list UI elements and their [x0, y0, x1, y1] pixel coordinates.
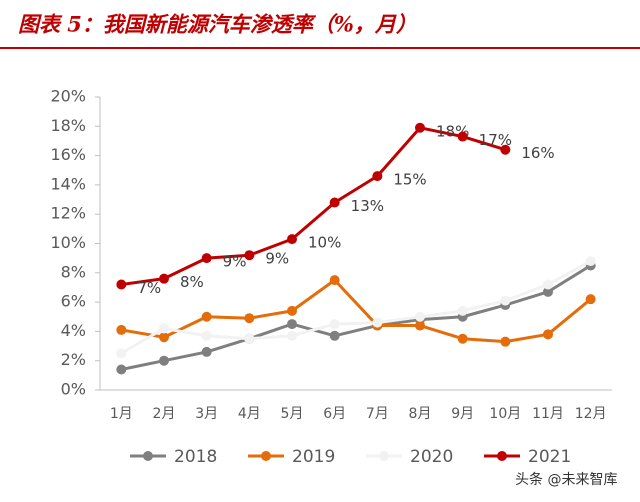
legend-label: 2019: [292, 447, 335, 467]
point: [329, 319, 340, 330]
point: [244, 313, 255, 324]
point: [287, 319, 297, 330]
data-label: 10%: [308, 234, 341, 252]
y-tick-label: 14%: [50, 174, 86, 193]
point: [244, 250, 255, 261]
point: [201, 346, 212, 357]
point: [116, 348, 127, 359]
point: [457, 333, 468, 344]
legend-label: 2018: [174, 447, 217, 467]
point: [415, 122, 425, 133]
x-tick-label: 2月: [153, 406, 176, 422]
point: [585, 256, 596, 267]
data-label: 17%: [479, 131, 512, 149]
y-tick-label: 12%: [50, 204, 86, 223]
y-tick-label: 6%: [61, 292, 86, 311]
data-label: 15%: [393, 171, 426, 189]
point: [159, 332, 169, 343]
y-tick-label: 10%: [50, 233, 86, 252]
point: [415, 320, 425, 331]
point: [287, 234, 297, 245]
y-tick-label: 8%: [61, 262, 86, 281]
watermark: 头条 @未来智库: [515, 471, 617, 488]
point: [287, 330, 297, 341]
series-line: [120, 259, 592, 355]
x-tick-label: 4月: [238, 406, 261, 422]
x-tick-label: 10月: [489, 406, 521, 422]
point: [543, 279, 553, 290]
point: [415, 311, 425, 322]
point: [201, 253, 212, 264]
point: [500, 336, 511, 347]
legend-label: 2020: [410, 447, 453, 467]
point: [372, 317, 383, 328]
point: [159, 273, 169, 284]
series-line: [121, 278, 592, 344]
x-tick-label: 9月: [451, 406, 474, 422]
point: [244, 333, 255, 344]
data-label: 7%: [137, 279, 161, 297]
legend-marker: [379, 451, 389, 461]
y-tick-label: 20%: [50, 87, 86, 106]
series-line: [121, 126, 506, 287]
point: [329, 197, 340, 208]
y-tick-label: 0%: [61, 380, 86, 399]
data-label: 9%: [223, 253, 247, 271]
x-tick-label: 8月: [409, 406, 432, 422]
legend-marker: [143, 451, 153, 461]
point: [116, 279, 127, 290]
legend-marker: [497, 451, 507, 461]
y-tick-label: 16%: [50, 145, 86, 164]
data-label: 8%: [180, 273, 204, 291]
point: [287, 305, 297, 316]
y-tick-label: 4%: [61, 321, 86, 340]
point: [543, 329, 553, 340]
point: [116, 364, 127, 375]
point: [159, 323, 169, 334]
point: [500, 295, 511, 306]
point: [543, 286, 553, 297]
series-line: [121, 264, 592, 371]
x-tick-label: 3月: [195, 406, 218, 422]
point: [329, 330, 340, 341]
data-label: 13%: [351, 197, 384, 215]
point: [457, 131, 468, 142]
point: [585, 294, 596, 305]
point: [159, 355, 169, 366]
chart-title: 图表 5：我国新能源汽车渗透率（%，月）: [18, 12, 417, 37]
legend-label: 2021: [528, 447, 571, 467]
data-label: 9%: [265, 250, 289, 268]
x-tick-label: 6月: [323, 406, 346, 422]
y-tick-label: 2%: [61, 350, 86, 369]
y-tick-label: 18%: [50, 116, 86, 135]
point: [116, 324, 127, 335]
x-tick-label: 7月: [366, 406, 389, 422]
point: [500, 144, 511, 155]
x-tick-label: 1月: [110, 406, 133, 422]
point: [201, 330, 212, 341]
point: [329, 275, 340, 286]
x-tick-label: 5月: [281, 406, 304, 422]
point: [201, 311, 212, 322]
point: [457, 305, 468, 316]
data-label: 16%: [521, 144, 554, 162]
x-tick-label: 12月: [575, 406, 607, 422]
x-tick-label: 11月: [532, 406, 564, 422]
point: [372, 171, 383, 182]
legend-marker: [261, 451, 271, 461]
